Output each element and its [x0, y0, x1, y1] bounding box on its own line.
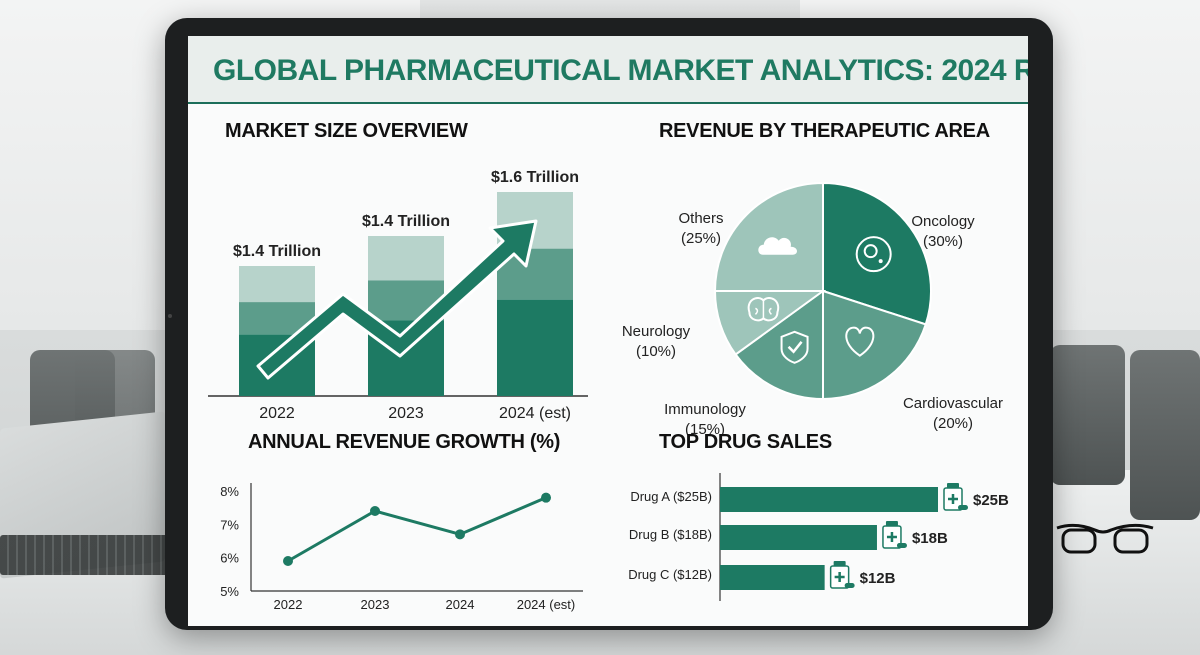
shield-check: [787, 341, 803, 354]
drug-category-label: Drug C ($12B): [628, 567, 712, 582]
pie-label-name: Neurology: [622, 323, 691, 340]
pill-bottle-icon: [829, 561, 855, 589]
market-value-label: $1.6 Trillion: [491, 169, 579, 186]
cloud-icon: [758, 237, 797, 255]
monitor-side-button: [168, 314, 172, 318]
brain-icon: [747, 297, 780, 322]
trend-arrow-icon: [256, 219, 538, 380]
drug-category-label: Drug B ($18B): [629, 527, 712, 542]
bottle-cross: [948, 494, 958, 504]
bottle-cap: [833, 561, 846, 566]
market-size-title: MARKET SIZE OVERVIEW: [225, 120, 468, 142]
drug-sales-bar-chart: Drug A ($25B) $25B Drug B ($18B) $18B Drug C…: [628, 473, 1009, 601]
background-chair: [1130, 350, 1200, 520]
market-x-tick-label: 2023: [388, 405, 424, 422]
x-tick-label: 2022: [274, 597, 303, 612]
dashboard-screen: GLOBAL PHARMACEUTICAL MARKET ANALYTICS: …: [188, 36, 1028, 626]
pie-label-percent: (30%): [923, 233, 963, 250]
pie-label-name: Cardiovascular: [903, 395, 1003, 412]
growth-data-point: [283, 556, 293, 566]
y-tick-label: 8%: [220, 484, 239, 499]
x-tick-label: 2024 (est): [517, 597, 576, 612]
pill-bottle-icon: [882, 521, 907, 549]
pie-label-name: Immunology: [664, 401, 746, 418]
heart-shape: [845, 326, 875, 357]
cell-dot: [878, 259, 883, 264]
report-header: GLOBAL PHARMACEUTICAL MARKET ANALYTICS: …: [188, 36, 1028, 104]
therapeutic-pie-chart: Oncology (30%) Cardiovascular (20%) Immunolo…: [622, 181, 1003, 438]
drug-category-label: Drug A ($25B): [630, 489, 712, 504]
market-bar-segment: [239, 266, 315, 303]
capsule: [844, 583, 855, 588]
market-bar-segment: [497, 299, 573, 396]
cell-nucleus: [863, 244, 878, 259]
pie-label-percent: (20%): [933, 415, 973, 432]
drug-value-label: $25B: [973, 492, 1009, 509]
drug-value-label: $18B: [912, 530, 948, 547]
shield-icon: [780, 330, 809, 364]
brain-folds: [754, 300, 772, 319]
pie-slice-others: [713, 181, 824, 292]
pie-slice-immunology: [734, 289, 824, 401]
shield-shape: [780, 330, 809, 364]
y-tick-label: 7%: [220, 517, 239, 532]
pie-label-name: Oncology: [911, 213, 975, 230]
y-tick-label: 6%: [220, 551, 239, 566]
monitor: GLOBAL PHARMACEUTICAL MARKET ANALYTICS: …: [165, 18, 1053, 630]
growth-series-line: [287, 496, 547, 563]
pie-label-name: Others: [678, 210, 723, 227]
cell-outline: [855, 236, 892, 273]
drug-bar: [720, 525, 877, 550]
market-size-chart: $1.4 Trillion 2022 $1.4 Trillion 2023 $1.6 T…: [208, 169, 588, 422]
pill-bottle-icon: [943, 483, 968, 511]
y-tick-label: 5%: [220, 584, 239, 599]
pie-slice-cardiovascular: [822, 289, 927, 401]
report-title: GLOBAL PHARMACEUTICAL MARKET ANALYTICS: …: [213, 54, 1028, 87]
glasses-icon: [1056, 523, 1154, 554]
drug-bar: [720, 487, 938, 512]
pie-label-percent: (15%): [685, 421, 725, 438]
pie-label-percent: (25%): [681, 230, 721, 247]
market-x-tick-label: 2022: [259, 405, 295, 422]
capsule: [958, 505, 968, 510]
drug-bar: [720, 565, 825, 590]
growth-data-point: [455, 529, 465, 540]
bottle-cross: [886, 532, 897, 542]
market-bar-segment: [368, 236, 444, 281]
heart-icon: [845, 326, 875, 357]
growth-data-point: [370, 506, 380, 516]
bottle-cap: [885, 521, 898, 526]
background-laptop-keyboard: [0, 535, 175, 575]
cloud-shape: [758, 237, 797, 255]
bottle-cross: [834, 572, 845, 582]
drug-value-label: $12B: [860, 570, 896, 587]
growth-data-point: [541, 492, 551, 503]
growth-title: ANNUAL REVENUE GROWTH (%): [248, 431, 561, 453]
brain-shape: [747, 297, 780, 322]
growth-line-chart: 8% 7% 6% 5% 2022 2023 2024 2024 (est): [220, 483, 583, 612]
cell-icon: [855, 236, 892, 273]
pie-label-percent: (10%): [636, 343, 676, 360]
capsule: [896, 543, 907, 548]
bottle-cap: [947, 483, 959, 488]
market-value-label: $1.4 Trillion: [233, 243, 321, 260]
market-value-label: $1.4 Trillion: [362, 213, 450, 230]
x-tick-label: 2024: [446, 597, 475, 612]
x-tick-label: 2023: [361, 597, 390, 612]
background-chair: [1050, 345, 1125, 485]
therapeutic-title: REVENUE BY THERAPEUTIC AREA: [659, 120, 990, 142]
drug-sales-title: TOP DRUG SALES: [659, 431, 832, 453]
market-x-tick-label: 2024 (est): [499, 405, 571, 422]
